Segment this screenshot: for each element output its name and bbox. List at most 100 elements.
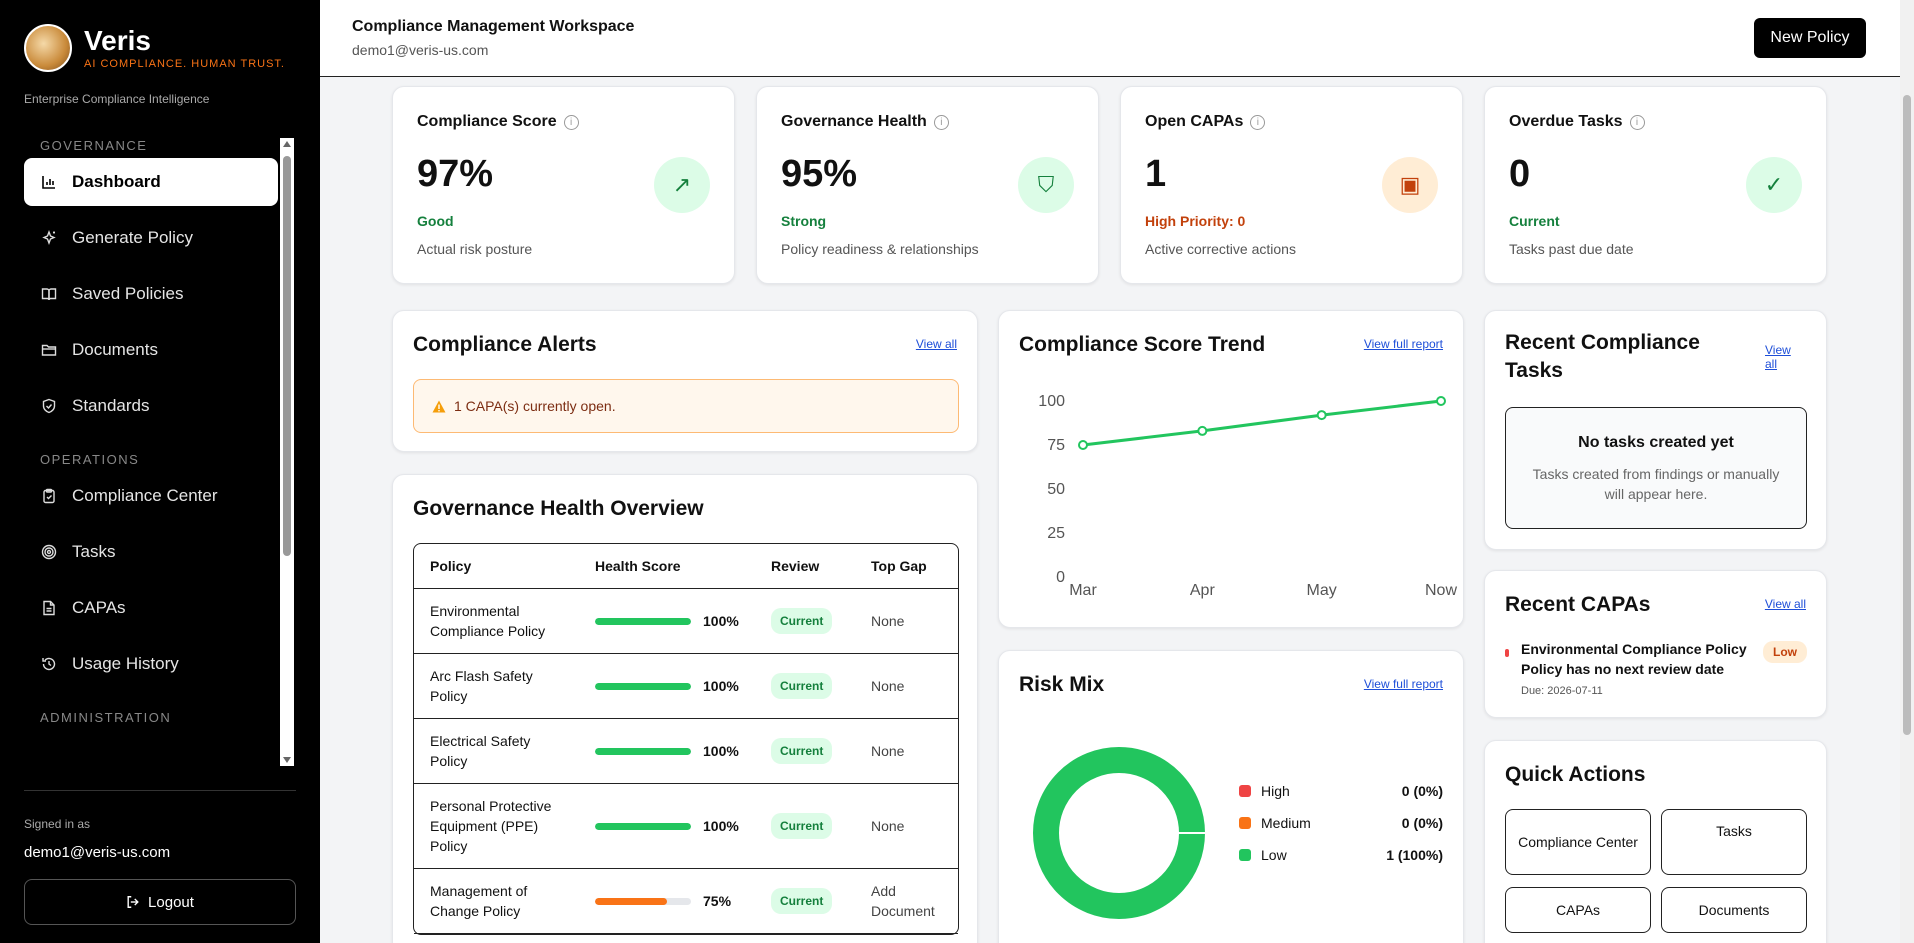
quick-action-documents[interactable]: Documents bbox=[1661, 887, 1807, 933]
sidebar-item-label: Dashboard bbox=[72, 172, 161, 191]
tasks-view-all-link[interactable]: View all bbox=[1765, 343, 1791, 371]
risk-slice-low[interactable] bbox=[1033, 747, 1205, 919]
legend-label: Medium bbox=[1261, 815, 1311, 831]
stat-status: High Priority: 0 bbox=[1145, 213, 1246, 229]
col-top-gap: Top Gap bbox=[855, 544, 958, 589]
page-scroll-thumb[interactable] bbox=[1903, 95, 1911, 735]
sidebar-item-documents[interactable]: Documents bbox=[24, 326, 278, 374]
top-gap: None bbox=[855, 654, 958, 719]
sidebar-item-compliance-center[interactable]: Compliance Center bbox=[24, 472, 278, 520]
stat-title: Open CAPAs bbox=[1145, 113, 1244, 130]
card-title: Recent CAPAs bbox=[1505, 593, 1651, 616]
governance-table: Policy Health Score Review Top Gap Envir… bbox=[413, 543, 959, 935]
trend-series-line bbox=[1082, 399, 1442, 447]
table-row[interactable]: Personal Protective Equipment (PPE) Poli… bbox=[414, 784, 958, 869]
new-policy-button[interactable]: New Policy bbox=[1754, 18, 1866, 58]
legend-label: High bbox=[1261, 783, 1290, 799]
trend-point[interactable] bbox=[1316, 410, 1327, 421]
stat-card-overdue-tasks: Overdue Tasks i 0 Current Tasks past due … bbox=[1484, 86, 1827, 284]
quick-action-compliance-center[interactable]: Compliance Center bbox=[1505, 809, 1651, 875]
x-tick-label: May bbox=[1307, 582, 1337, 599]
governance-health-card: Governance Health Overview Policy Health… bbox=[392, 474, 978, 943]
table-row[interactable]: Arc Flash Safety Policy 100% Current None bbox=[414, 654, 958, 719]
info-icon[interactable]: i bbox=[933, 114, 949, 130]
health-pct: 100% bbox=[703, 678, 739, 694]
stat-card-compliance-score: Compliance Score i 97% Good Actual risk p… bbox=[392, 86, 735, 284]
sidebar-item-label: Documents bbox=[72, 340, 158, 359]
card-title: Governance Health Overview bbox=[413, 497, 704, 520]
trend-point[interactable] bbox=[1197, 425, 1208, 436]
legend-swatch bbox=[1239, 849, 1251, 861]
alert-message: 1 CAPA(s) currently open. bbox=[413, 379, 959, 433]
policy-name: Management of Change Policy bbox=[414, 869, 579, 934]
trending-up-icon: ↗ bbox=[654, 157, 710, 213]
top-gap: None bbox=[855, 719, 958, 784]
sidebar-item-standards[interactable]: Standards bbox=[24, 382, 278, 430]
policy-name: Personal Protective Equipment (PPE) Poli… bbox=[414, 784, 579, 869]
page-header: Compliance Management Workspace demo1@ve… bbox=[320, 0, 1900, 77]
sidebar-scroll-thumb[interactable] bbox=[283, 156, 291, 556]
signed-in-label: Signed in as bbox=[24, 817, 91, 831]
stat-desc: Policy readiness & relationships bbox=[781, 241, 979, 257]
scroll-up-arrow[interactable] bbox=[283, 141, 291, 147]
y-tick-label: 100 bbox=[1038, 393, 1065, 410]
scroll-down-arrow[interactable] bbox=[283, 757, 291, 763]
stat-status: Strong bbox=[781, 213, 827, 229]
stat-title: Governance Health bbox=[781, 113, 927, 130]
info-icon[interactable]: i bbox=[563, 114, 579, 130]
info-icon[interactable]: i bbox=[1250, 114, 1266, 130]
risk-report-link[interactable]: View full report bbox=[1363, 677, 1443, 691]
stat-value: 1 bbox=[1145, 153, 1167, 195]
nav-section-administration: ADMINISTRATION bbox=[40, 710, 172, 725]
stat-value: 95% bbox=[781, 153, 858, 195]
legend-value: 0 (0%) bbox=[1401, 783, 1443, 799]
review-status: Current bbox=[755, 719, 855, 784]
quick-action-tasks[interactable]: Tasks bbox=[1661, 809, 1807, 875]
logout-icon bbox=[126, 895, 140, 909]
trend-report-link[interactable]: View full report bbox=[1363, 337, 1443, 351]
sidebar-item-usage-history[interactable]: Usage History bbox=[24, 640, 278, 688]
sidebar-item-dashboard[interactable]: Dashboard bbox=[24, 158, 278, 206]
alert-text: 1 CAPA(s) currently open. bbox=[454, 398, 616, 414]
brand[interactable]: Veris AI COMPLIANCE. HUMAN TRUST. bbox=[24, 24, 285, 72]
sidebar-divider bbox=[24, 790, 296, 791]
review-status: Current bbox=[755, 654, 855, 719]
recent-tasks-card: Recent Compliance Tasks View all No task… bbox=[1484, 310, 1827, 550]
y-tick-label: 0 bbox=[1056, 569, 1065, 586]
table-row[interactable]: Electrical Safety Policy 100% Current None bbox=[414, 719, 958, 784]
sidebar-item-capas[interactable]: CAPAs bbox=[24, 584, 278, 632]
legend-item-high: High 0 (0%) bbox=[1239, 783, 1443, 799]
status-badge: Current bbox=[771, 738, 833, 764]
signed-in-email: demo1@veris-us.com bbox=[24, 844, 171, 861]
health-score: 100% bbox=[579, 589, 755, 654]
info-icon[interactable]: i bbox=[1629, 114, 1645, 130]
stat-desc: Active corrective actions bbox=[1145, 241, 1296, 257]
trend-point[interactable] bbox=[1436, 396, 1446, 406]
policy-name: Electrical Safety Policy bbox=[414, 719, 579, 784]
trend-point[interactable] bbox=[1078, 440, 1088, 450]
logout-button[interactable]: Logout bbox=[24, 879, 296, 925]
stat-desc: Actual risk posture bbox=[417, 241, 533, 257]
legend-label: Low bbox=[1261, 847, 1287, 863]
sidebar-item-saved-policies[interactable]: Saved Policies bbox=[24, 270, 278, 318]
table-row[interactable]: Management of Change Policy 75% Current Add… bbox=[414, 869, 958, 934]
card-title: Quick Actions bbox=[1505, 763, 1646, 786]
table-row[interactable]: Environmental Compliance Policy 100% Curre… bbox=[414, 589, 958, 654]
card-title: Recent Compliance Tasks bbox=[1505, 331, 1700, 382]
legend-swatch bbox=[1239, 817, 1251, 829]
capas-view-all-link[interactable]: View all bbox=[1764, 597, 1806, 611]
sparkles-icon bbox=[40, 229, 58, 247]
empty-desc: Tasks created from findings or manually … bbox=[1532, 466, 1780, 502]
sidebar-item-tasks[interactable]: Tasks bbox=[24, 528, 278, 576]
stat-title: Compliance Score bbox=[417, 113, 557, 130]
x-tick-label: Now bbox=[1425, 582, 1457, 599]
risk-mix-card: Risk Mix View full report High 0 (0%) Medi… bbox=[998, 650, 1464, 943]
col-review: Review bbox=[755, 544, 855, 589]
sidebar-item-generate-policy[interactable]: Generate Policy bbox=[24, 214, 278, 262]
alerts-view-all-link[interactable]: View all bbox=[915, 337, 957, 351]
table-header-row: Policy Health Score Review Top Gap bbox=[414, 544, 958, 589]
quick-action-capas[interactable]: CAPAs bbox=[1505, 887, 1651, 933]
brand-name: Veris bbox=[84, 25, 151, 56]
page-scrollbar[interactable] bbox=[1900, 0, 1914, 943]
sidebar-scrollbar[interactable] bbox=[280, 138, 294, 766]
